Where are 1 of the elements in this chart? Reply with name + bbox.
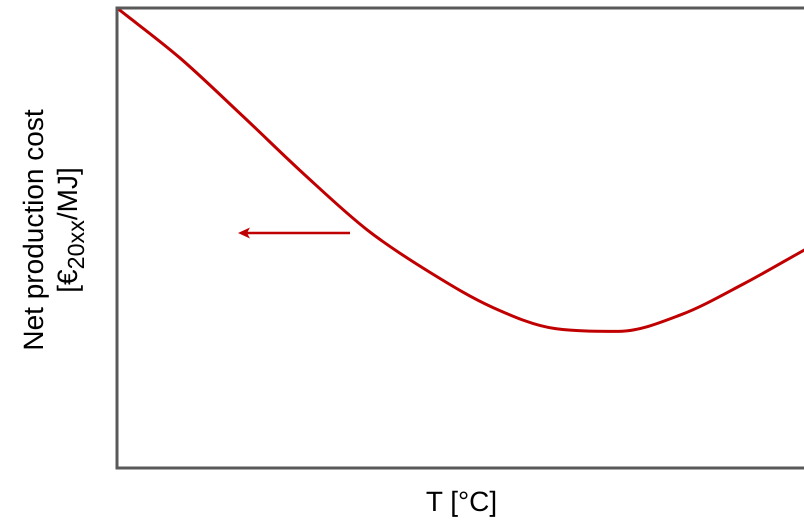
x-axis-title: T [°C] [426, 486, 498, 517]
